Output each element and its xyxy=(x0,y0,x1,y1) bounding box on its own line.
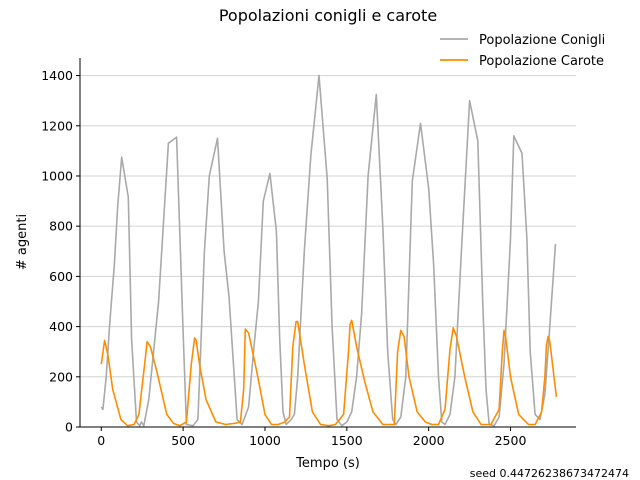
y-tick-label: 1400 xyxy=(41,68,73,83)
x-tick-label: 0 xyxy=(97,433,105,448)
x-axis-label: Tempo (s) xyxy=(295,456,360,471)
x-tick-label: 1500 xyxy=(331,433,363,448)
x-tick-label: 2000 xyxy=(413,433,445,448)
y-tick-label: 200 xyxy=(49,369,73,384)
y-tick-label: 600 xyxy=(49,269,73,284)
y-ticks: 0 200 400 600 800 1000 1200 1400 xyxy=(41,68,80,435)
y-tick-label: 0 xyxy=(65,420,73,435)
x-tick-label: 2500 xyxy=(495,433,527,448)
series-layer xyxy=(100,74,558,427)
x-ticks: 0 500 1000 1500 2000 2500 xyxy=(97,427,526,448)
y-tick-label: 1000 xyxy=(41,168,73,183)
legend: Popolazione Conigli Popolazione Carote xyxy=(440,33,605,69)
y-tick-label: 1200 xyxy=(41,118,73,133)
series-line-conigli xyxy=(100,74,557,427)
x-tick-label: 1000 xyxy=(249,433,281,448)
y-axis-label: # agenti xyxy=(15,214,30,270)
y-tick-label: 800 xyxy=(49,219,73,234)
chart-title: Popolazioni conigli e carote xyxy=(219,6,437,25)
y-tick-label: 400 xyxy=(49,319,73,334)
seed-footnote: seed 0.44726238673472474 xyxy=(470,467,629,480)
legend-label-carote: Popolazione Carote xyxy=(479,54,604,69)
legend-label-conigli: Popolazione Conigli xyxy=(479,33,605,48)
x-tick-label: 500 xyxy=(171,433,195,448)
series-line-carote xyxy=(100,319,558,427)
